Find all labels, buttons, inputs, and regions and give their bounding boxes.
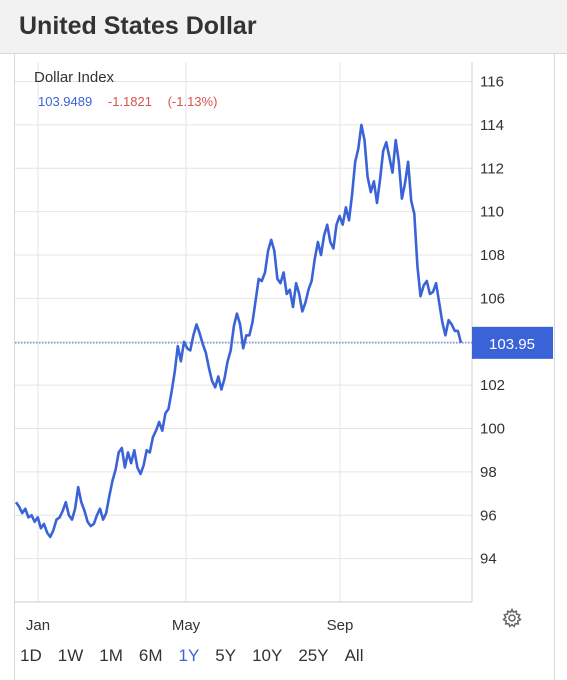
y-tick-label: 102 <box>480 377 505 394</box>
legend-change-pct: (-1.13%) <box>167 94 218 109</box>
series-line <box>14 123 463 539</box>
y-tick-label: 96 <box>480 507 497 524</box>
range-button-1w[interactable]: 1W <box>57 646 84 665</box>
range-button-25y[interactable]: 25Y <box>298 646 329 665</box>
range-button-all[interactable]: All <box>344 646 364 665</box>
y-tick-label: 116 <box>480 74 504 91</box>
y-tick-label: 100 <box>480 421 505 438</box>
range-button-1y[interactable]: 1Y <box>178 646 200 665</box>
legend-change: -1.1821 <box>107 94 152 109</box>
y-tick-label: 106 <box>480 290 505 307</box>
range-button-10y[interactable]: 10Y <box>252 646 283 665</box>
x-tick-label: Jan <box>26 617 50 634</box>
legend-series-name: Dollar Index <box>34 69 115 86</box>
y-tick-label: 114 <box>480 117 504 134</box>
legend-values: 103.9489 -1.1821 (-1.13%) <box>38 94 229 109</box>
y-tick-label: 108 <box>480 247 505 264</box>
gear-icon[interactable] <box>502 608 522 628</box>
y-tick-label: 110 <box>480 204 504 221</box>
last-value-label: 103.95 <box>489 336 535 353</box>
range-button-1m[interactable]: 1M <box>99 646 123 665</box>
range-selector: 1D 1W 1M 6M 1Y 5Y 10Y 25Y All <box>20 646 379 668</box>
x-tick-label: May <box>172 617 201 634</box>
title-bar: United States Dollar <box>0 0 567 54</box>
y-tick-label: 94 <box>480 551 497 568</box>
range-button-5y[interactable]: 5Y <box>215 646 237 665</box>
y-tick-label: 98 <box>480 464 497 481</box>
legend-price: 103.9489 <box>38 94 93 109</box>
range-button-1d[interactable]: 1D <box>20 646 42 665</box>
x-tick-label: Sep <box>327 617 354 634</box>
range-button-6m[interactable]: 6M <box>138 646 163 665</box>
page-title: United States Dollar <box>19 12 257 40</box>
y-tick-label: 112 <box>480 160 504 177</box>
last-value-badge <box>472 326 553 359</box>
chart-card <box>14 54 555 680</box>
